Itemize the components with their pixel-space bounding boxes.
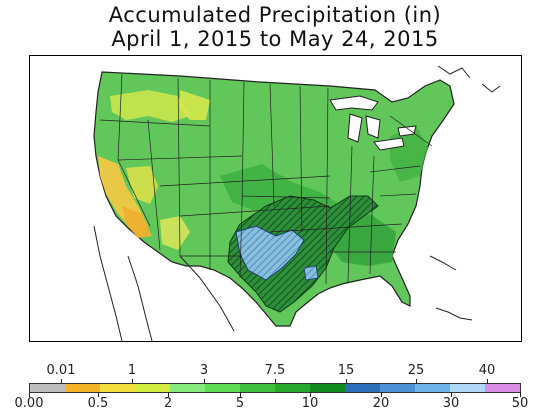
legend-swatch [100, 384, 135, 392]
legend-swatch [170, 384, 205, 392]
legend-swatch [345, 384, 380, 392]
dry-zone-socal [122, 206, 152, 238]
legend-swatch [135, 384, 170, 392]
map-title: Accumulated Precipitation (in) [108, 3, 442, 27]
legend-top-tick [204, 379, 205, 384]
legend-bottom-tick [451, 392, 452, 397]
legend-bottom-tick [240, 392, 241, 397]
legend-bottom-tick [168, 392, 169, 397]
state-borders [99, 73, 433, 285]
very-wet-zone-small [303, 265, 319, 281]
us-map-graphic [93, 65, 501, 341]
legend-top-label-25: 25 [407, 363, 425, 378]
legend-bottom-label-5: 5 [235, 396, 245, 411]
legend-bottom-tick [310, 392, 311, 397]
dry-zone-nevada [126, 166, 158, 204]
legend-top-tick [346, 379, 347, 384]
legend-bottom-tick [29, 392, 30, 397]
great-lakes [329, 95, 417, 151]
neighbor-coastlines [93, 65, 501, 341]
map-subtitle: April 1, 2015 to May 24, 2015 [111, 27, 439, 51]
legend-bottom-tick [381, 392, 382, 397]
legend-bottom-label-20: 20 [372, 396, 390, 411]
legend-bottom-label-2: 2 [163, 396, 173, 411]
precipitation-legend: 0.01 1 3 7.5 15 25 40 0.00 0.5 2 5 10 20… [0, 345, 550, 413]
legend-top-tick [61, 379, 62, 384]
legend-swatch [205, 384, 240, 392]
legend-bottom-label-0.00: 0.00 [14, 396, 44, 411]
legend-bottom-label-50: 50 [511, 396, 529, 411]
legend-bottom-label-0.5: 0.5 [87, 396, 109, 411]
legend-swatch [380, 384, 415, 392]
legend-top-label-15: 15 [337, 363, 355, 378]
legend-swatch [240, 384, 275, 392]
legend-top-label-7.5: 7.5 [264, 363, 286, 378]
legend-swatch [415, 384, 450, 392]
legend-top-tick [416, 379, 417, 384]
legend-swatch [310, 384, 345, 392]
legend-bottom-tick [520, 392, 521, 397]
legend-bottom-tick [98, 392, 99, 397]
hatched-record-zone [227, 195, 379, 313]
legend-swatch [450, 384, 485, 392]
legend-swatch [30, 384, 65, 392]
legend-bottom-label-30: 30 [442, 396, 460, 411]
legend-bottom-label-10: 10 [301, 396, 319, 411]
legend-swatch [65, 384, 100, 392]
legend-top-tick [275, 379, 276, 384]
legend-top-label-1: 1 [127, 363, 137, 378]
legend-top-label-40: 40 [478, 363, 496, 378]
legend-top-label-3: 3 [199, 363, 209, 378]
dry-zone-montana [180, 90, 210, 120]
dry-zone-northwest [110, 90, 190, 122]
legend-top-label-0.01: 0.01 [46, 363, 76, 378]
precipitation-map [29, 55, 522, 342]
legend-swatch [485, 384, 520, 392]
legend-swatch [275, 384, 310, 392]
dry-zone-arizona [160, 216, 190, 250]
legend-top-tick [487, 379, 488, 384]
very-wet-zone-texas [235, 225, 305, 281]
legend-top-tick [132, 379, 133, 384]
legend-color-bar [29, 383, 521, 393]
